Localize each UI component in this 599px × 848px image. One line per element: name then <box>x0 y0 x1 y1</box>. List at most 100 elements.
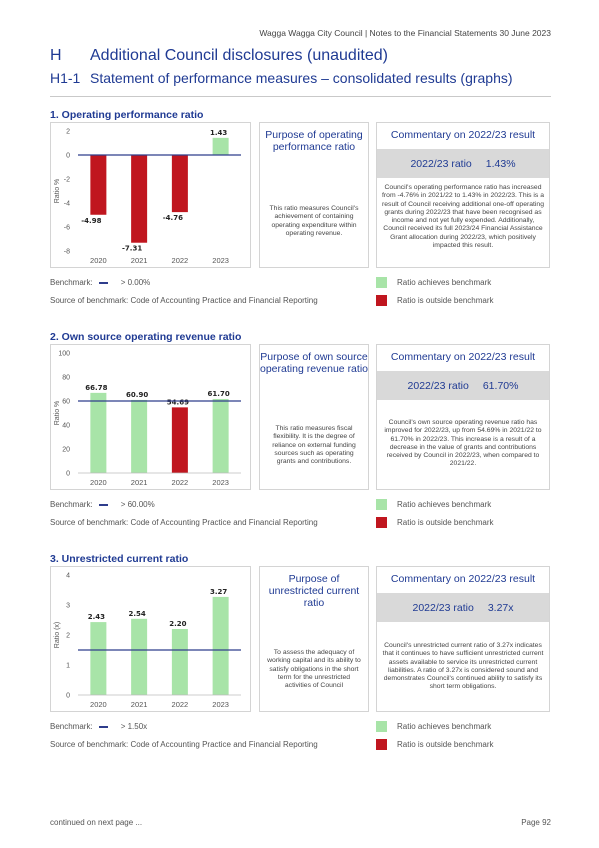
benchmark-value: > 1.50x <box>120 722 148 731</box>
ratio-title-own-source: 2. Own source operating revenue ratio <box>50 331 242 343</box>
outside-label: Ratio is outside benchmark <box>397 518 494 527</box>
y-tick-label: 80 <box>62 375 70 382</box>
bar <box>212 137 229 155</box>
commentary-text: Council's own source operating revenue r… <box>384 419 542 468</box>
x-tick-label: 2022 <box>172 700 189 709</box>
achieves-label: Ratio achieves benchmark <box>397 278 492 287</box>
y-axis-label: Ratio % <box>54 179 61 204</box>
outside-swatch-icon <box>376 739 387 750</box>
x-tick-label: 2023 <box>212 256 229 265</box>
benchmark-value: > 0.00% <box>120 278 151 287</box>
y-tick-label: 4 <box>66 573 70 580</box>
y-axis-label: Ratio % <box>54 401 61 426</box>
purpose-title: Purpose of own source operating revenue … <box>260 351 368 375</box>
section-title: H Additional Council disclosures (unaudi… <box>50 47 388 65</box>
achieves-label: Ratio achieves benchmark <box>397 500 492 509</box>
data-label: -4.76 <box>163 214 183 222</box>
x-tick-label: 2023 <box>212 478 229 487</box>
data-label: -4.98 <box>81 217 101 225</box>
data-label: 2.43 <box>88 613 105 621</box>
commentary-text: Council's operating performance ratio ha… <box>382 184 544 250</box>
y-tick-label: 100 <box>58 351 70 358</box>
commentary-title: Commentary on 2022/23 result <box>390 573 536 585</box>
bar <box>212 398 229 473</box>
data-label: -7.31 <box>122 245 142 253</box>
achieves-swatch-icon <box>376 277 387 288</box>
ratio-label: 2022/23 ratio <box>410 157 472 170</box>
bar <box>131 399 148 473</box>
bar <box>131 155 148 243</box>
x-tick-label: 2020 <box>90 700 107 709</box>
ratio-value: 3.27x <box>487 601 514 614</box>
x-tick-label: 2022 <box>172 478 189 487</box>
subsection-title-text: Statement of performance measures – cons… <box>90 70 513 86</box>
purpose-text: To assess the adequacy of working capita… <box>267 649 361 690</box>
y-tick-label: 2 <box>66 633 70 640</box>
benchmark-label: Benchmark: <box>50 500 93 509</box>
benchmark-line-legend: Benchmark: > 60.00% <box>50 500 155 509</box>
purpose-title: Purpose of unrestricted current ratio <box>268 573 360 609</box>
benchmark-dash-icon <box>98 281 108 284</box>
commentary-ratio-bar: 2022/23 ratio 3.27x <box>377 593 549 622</box>
x-tick-label: 2022 <box>172 256 189 265</box>
bar-chart: Ratio % 0 20 40 60 80 100 66.78 2020 60.90 2021 54.… <box>54 351 241 487</box>
data-label: 66.78 <box>85 384 107 392</box>
section-title-text: Additional Council disclosures (unaudite… <box>90 47 388 64</box>
y-tick-label: -8 <box>64 249 70 256</box>
data-label: 2.54 <box>128 610 145 618</box>
subsection-title: H1-1 Statement of performance measures –… <box>50 70 513 86</box>
bar <box>131 618 148 695</box>
ratio-label: 2022/23 ratio <box>412 601 474 614</box>
outside-swatch-icon <box>376 295 387 306</box>
y-tick-label: -6 <box>64 225 70 232</box>
chart-operating-performance: Ratio % -8 -6 -4 -2 0 2 -4.98 2020 -7.31 2021 -4.76… <box>50 122 251 268</box>
ratio-label: 2022/23 ratio <box>407 379 469 392</box>
benchmark-line-legend: Benchmark: > 0.00% <box>50 278 150 287</box>
outside-label: Ratio is outside benchmark <box>397 296 494 305</box>
bar <box>171 407 188 473</box>
y-tick-label: 1 <box>66 663 70 670</box>
benchmark-dash-icon <box>98 725 108 728</box>
subsection-code: H1-1 <box>50 70 81 86</box>
y-tick-label: -4 <box>64 201 70 208</box>
chart-unrestricted-current: Ratio (x) 0 1 2 3 4 2.43 2020 2.54 2021 2.20 2022 3.… <box>50 566 251 712</box>
section-code: H <box>50 47 62 64</box>
page-number: Page 92 <box>521 818 551 827</box>
x-tick-label: 2021 <box>131 478 148 487</box>
continued-note: continued on next page ... <box>50 818 143 827</box>
benchmark-source: Source of benchmark: Code of Accounting … <box>50 518 318 527</box>
chart-own-source: Ratio % 0 20 40 60 80 100 66.78 2020 60.90 2021 54.… <box>50 344 251 490</box>
bar <box>90 155 107 215</box>
purpose-title: Purpose of operating performance ratio <box>265 129 363 153</box>
data-label: 61.70 <box>208 390 230 398</box>
benchmark-source: Source of benchmark: Code of Accounting … <box>50 740 318 749</box>
commentary-box-own-source: Commentary on 2022/23 result 2022/23 rat… <box>376 344 550 490</box>
achieves-swatch-icon <box>376 499 387 510</box>
data-label: 3.27 <box>210 588 227 596</box>
running-header: Wagga Wagga City Council | Notes to the … <box>259 28 551 38</box>
y-tick-label: 0 <box>66 471 70 478</box>
commentary-title: Commentary on 2022/23 result <box>390 129 536 141</box>
x-tick-label: 2020 <box>90 256 107 265</box>
commentary-ratio-bar: 2022/23 ratio 1.43% <box>377 149 549 178</box>
bar <box>171 629 188 695</box>
ratio-value: 1.43% <box>485 157 516 170</box>
y-tick-label: 2 <box>66 129 70 136</box>
benchmark-source: Source of benchmark: Code of Accounting … <box>50 296 318 305</box>
ratio-title-unrestricted-current: 3. Unrestricted current ratio <box>50 553 189 565</box>
bar-chart: Ratio % -8 -6 -4 -2 0 2 -4.98 2020 -7.31 2021 -4.76… <box>54 129 241 265</box>
purpose-text: This ratio measures fiscal flexibility. … <box>272 425 356 466</box>
commentary-box-unrestricted-current: Commentary on 2022/23 result 2022/23 rat… <box>376 566 550 712</box>
achieves-label: Ratio achieves benchmark <box>397 722 492 731</box>
x-tick-label: 2023 <box>212 700 229 709</box>
y-tick-label: 0 <box>66 693 70 700</box>
y-tick-label: 3 <box>66 603 70 610</box>
commentary-box-operating-performance: Commentary on 2022/23 result 2022/23 rat… <box>376 122 550 268</box>
y-tick-label: 0 <box>66 153 70 160</box>
y-axis-label: Ratio (x) <box>54 622 61 648</box>
commentary-text: Council's unrestricted current ratio of … <box>382 642 544 691</box>
outside-swatch-icon <box>376 517 387 528</box>
purpose-box-own-source: Purpose of own source operating revenue … <box>259 344 369 490</box>
benchmark-label: Benchmark: <box>50 278 93 287</box>
data-label: 54.69 <box>167 398 189 406</box>
